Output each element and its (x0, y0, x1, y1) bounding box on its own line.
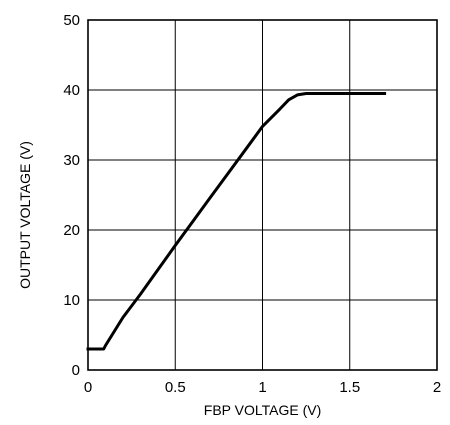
y-tick-label: 10 (63, 292, 80, 309)
y-tick-label: 20 (63, 222, 80, 239)
y-tick-label: 40 (63, 82, 80, 99)
y-tick-label: 30 (63, 152, 80, 169)
plot-frame (87, 19, 438, 371)
x-tick-label: 0 (84, 379, 92, 396)
x-tick-label: 0.5 (165, 379, 186, 396)
x-tick-label: 1 (258, 379, 266, 396)
x-tick-label: 1.5 (339, 379, 360, 396)
grid-lines (88, 20, 437, 370)
y-tick-label: 0 (72, 362, 80, 379)
series-line-output-voltage (86, 92, 387, 351)
x-tick-label: 2 (433, 379, 441, 396)
y-tick-labels: 0 10 20 30 40 50 (63, 12, 80, 379)
x-axis-label: FBP VOLTAGE (V) (204, 402, 321, 418)
x-tick-labels: 0 0.5 1 1.5 2 (84, 379, 441, 396)
y-tick-label: 50 (63, 12, 80, 29)
y-axis-label: OUTPUT VOLTAGE (V) (17, 141, 33, 289)
